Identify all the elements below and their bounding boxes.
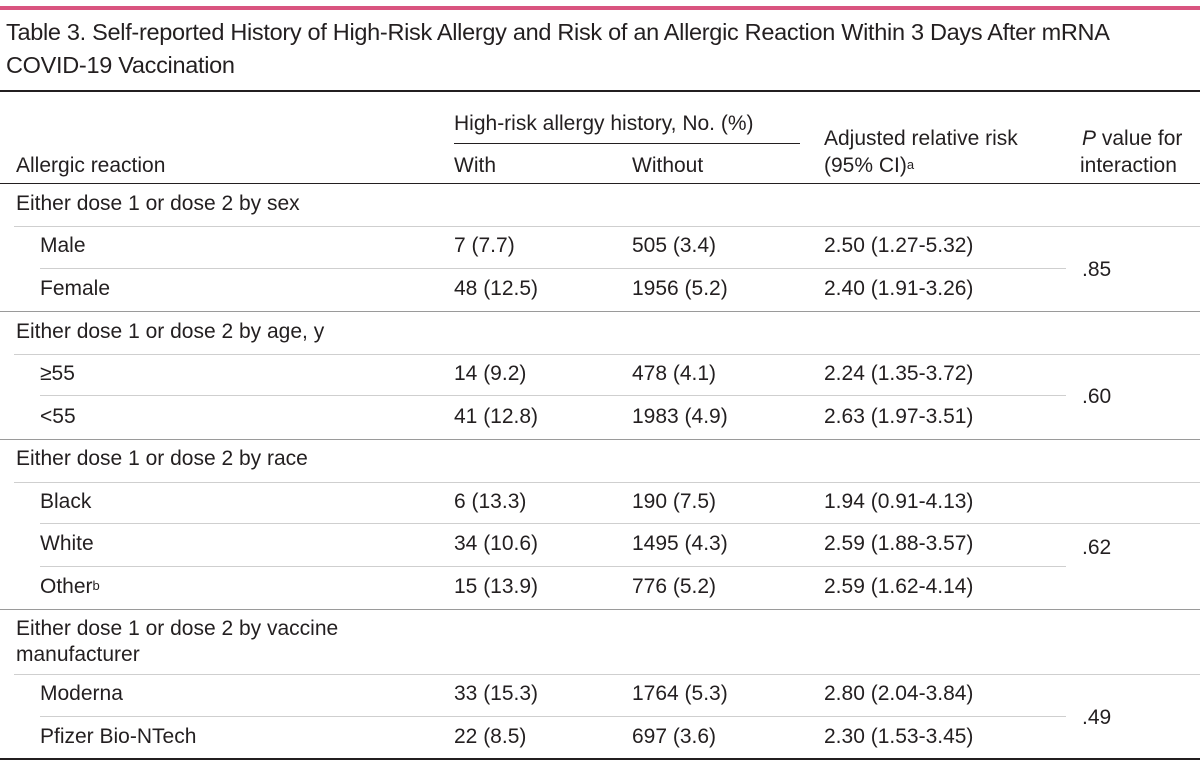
group-divider <box>0 311 1200 312</box>
cell-with: 34 (10.6) <box>454 532 539 555</box>
cell-p-value: .62 <box>1082 536 1112 559</box>
cell-with: 14 (9.2) <box>454 362 527 385</box>
data-table: High-risk allergy history, No. (%) Aller… <box>0 92 1200 768</box>
group-label-race: Either dose 1 or dose 2 by race <box>16 447 308 470</box>
row-divider <box>14 482 1200 483</box>
cell-with: 41 (12.8) <box>454 405 539 428</box>
cell-with: 22 (8.5) <box>454 725 527 748</box>
row-divider <box>40 566 1066 567</box>
group-divider <box>0 439 1200 440</box>
cell-arr: 2.59 (1.88-3.57) <box>824 532 974 555</box>
footnote-b: b <box>92 578 100 593</box>
header-group-rule <box>454 143 800 144</box>
header-p-line1: P value for <box>1082 127 1183 150</box>
row-divider <box>40 523 1200 524</box>
group-label-manufacturer-line2: manufacturer <box>16 643 140 666</box>
cell-arr: 2.40 (1.91-3.26) <box>824 277 974 300</box>
row-divider <box>40 268 1066 269</box>
header-group-label: High-risk allergy history, No. (%) <box>454 112 754 135</box>
cell-without: 190 (7.5) <box>632 490 717 513</box>
cell-without: 776 (5.2) <box>632 575 717 598</box>
cell-p-value: .85 <box>1082 258 1112 281</box>
cell-without: 1764 (5.3) <box>632 682 728 705</box>
cell-arr: 1.94 (0.91-4.13) <box>824 490 974 513</box>
cell-with: 15 (13.9) <box>454 575 539 598</box>
cell-without: 1495 (4.3) <box>632 532 728 555</box>
cell-with: 33 (15.3) <box>454 682 539 705</box>
top-accent-rule <box>0 6 1200 10</box>
row-label: Pfizer Bio-NTech <box>40 725 197 748</box>
cell-arr: 2.24 (1.35-3.72) <box>824 362 974 385</box>
row-label: Black <box>40 490 92 513</box>
header-bottom-rule <box>0 183 1200 184</box>
cell-without: 697 (3.6) <box>632 725 717 748</box>
cell-p-value: .49 <box>1082 706 1112 729</box>
title-rule <box>0 90 1200 92</box>
header-arr-line2: (95% CI)a <box>824 154 915 177</box>
group-label-manufacturer-line1: Either dose 1 or dose 2 by vaccine <box>16 617 339 640</box>
header-p-line2: interaction <box>1080 154 1177 177</box>
group-label-age: Either dose 1 or dose 2 by age, y <box>16 320 325 343</box>
header-allergic-reaction: Allergic reaction <box>16 154 166 177</box>
row-label: White <box>40 532 94 555</box>
header-arr-line1: Adjusted relative risk <box>824 127 1018 150</box>
cell-p-value: .60 <box>1082 385 1112 408</box>
row-label: Otherb <box>40 575 100 598</box>
cell-arr: 2.30 (1.53-3.45) <box>824 725 974 748</box>
cell-with: 7 (7.7) <box>454 234 515 257</box>
row-divider <box>14 354 1200 355</box>
row-label: ≥55 <box>40 362 75 385</box>
cell-without: 478 (4.1) <box>632 362 717 385</box>
row-label: <55 <box>40 405 76 428</box>
cell-arr: 2.80 (2.04-3.84) <box>824 682 974 705</box>
group-label-sex: Either dose 1 or dose 2 by sex <box>16 192 300 215</box>
cell-arr: 2.59 (1.62-4.14) <box>824 575 974 598</box>
cell-with: 48 (12.5) <box>454 277 539 300</box>
row-label: Female <box>40 277 111 300</box>
header-with: With <box>454 154 496 177</box>
row-label: Moderna <box>40 682 123 705</box>
row-divider <box>14 674 1200 675</box>
row-divider <box>14 226 1200 227</box>
header-arr-footnote: a <box>906 157 915 172</box>
group-divider <box>0 609 1200 610</box>
cell-arr: 2.50 (1.27-5.32) <box>824 234 974 257</box>
row-divider <box>40 716 1066 717</box>
header-without: Without <box>632 154 704 177</box>
cell-without: 1956 (5.2) <box>632 277 728 300</box>
cell-without: 505 (3.4) <box>632 234 717 257</box>
row-label: Male <box>40 234 86 257</box>
table-bottom-rule <box>0 758 1200 760</box>
row-divider <box>40 395 1066 396</box>
table-title: Table 3. Self-reported History of High-R… <box>6 19 1109 78</box>
cell-without: 1983 (4.9) <box>632 405 728 428</box>
cell-with: 6 (13.3) <box>454 490 527 513</box>
cell-arr: 2.63 (1.97-3.51) <box>824 405 974 428</box>
